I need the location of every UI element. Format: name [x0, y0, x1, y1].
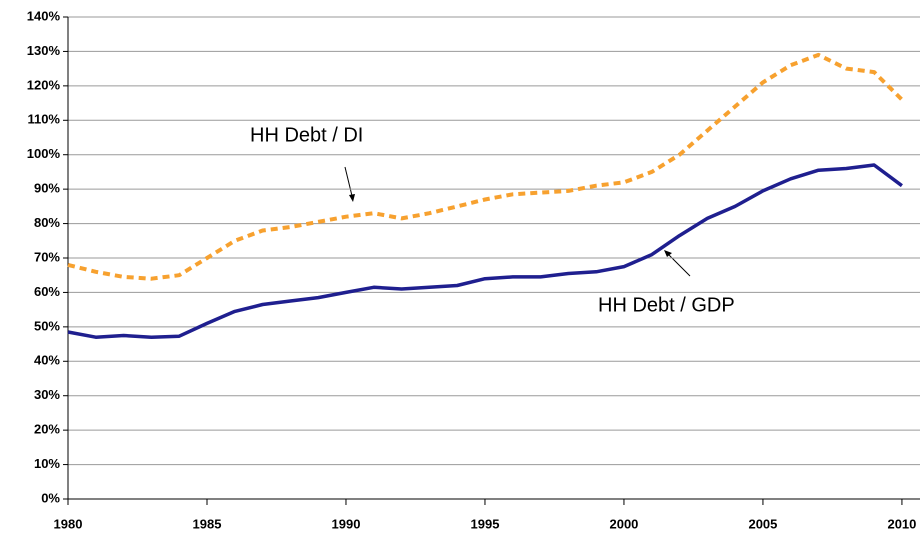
y-tick-label: 10%	[34, 456, 60, 471]
x-tick-label: 1990	[332, 516, 361, 531]
arrow-head	[664, 250, 672, 257]
x-tick-label: 1995	[471, 516, 500, 531]
y-tick-label: 120%	[27, 77, 61, 92]
arrow	[665, 251, 691, 277]
y-tick-label: 130%	[27, 43, 61, 58]
series-line	[67, 163, 903, 339]
annotation: HH Debt / DI	[250, 124, 363, 146]
y-tick-label: 20%	[34, 422, 60, 437]
arrow	[344, 166, 354, 201]
series-line	[67, 52, 904, 281]
y-tick-label: 140%	[27, 8, 61, 23]
x-tick-label: 2000	[609, 516, 638, 531]
y-tick-label: 80%	[34, 215, 60, 230]
y-tick-label: 30%	[34, 387, 60, 402]
y-tick-label: 0%	[41, 490, 60, 505]
x-tick-label: 2010	[887, 516, 916, 531]
x-tick-label: 1985	[193, 516, 222, 531]
x-tick-label: 1980	[54, 516, 83, 531]
y-tick-label: 90%	[34, 181, 60, 196]
annotation: HH Debt / GDP	[598, 294, 735, 316]
y-tick-label: 60%	[34, 284, 60, 299]
y-tick-label: 100%	[27, 146, 61, 161]
y-tick-label: 50%	[34, 318, 60, 333]
x-tick-label: 2005	[748, 516, 777, 531]
y-tick-label: 70%	[34, 249, 60, 264]
arrow-head	[349, 194, 355, 202]
y-tick-label: 40%	[34, 353, 60, 368]
y-tick-label: 110%	[27, 112, 60, 127]
